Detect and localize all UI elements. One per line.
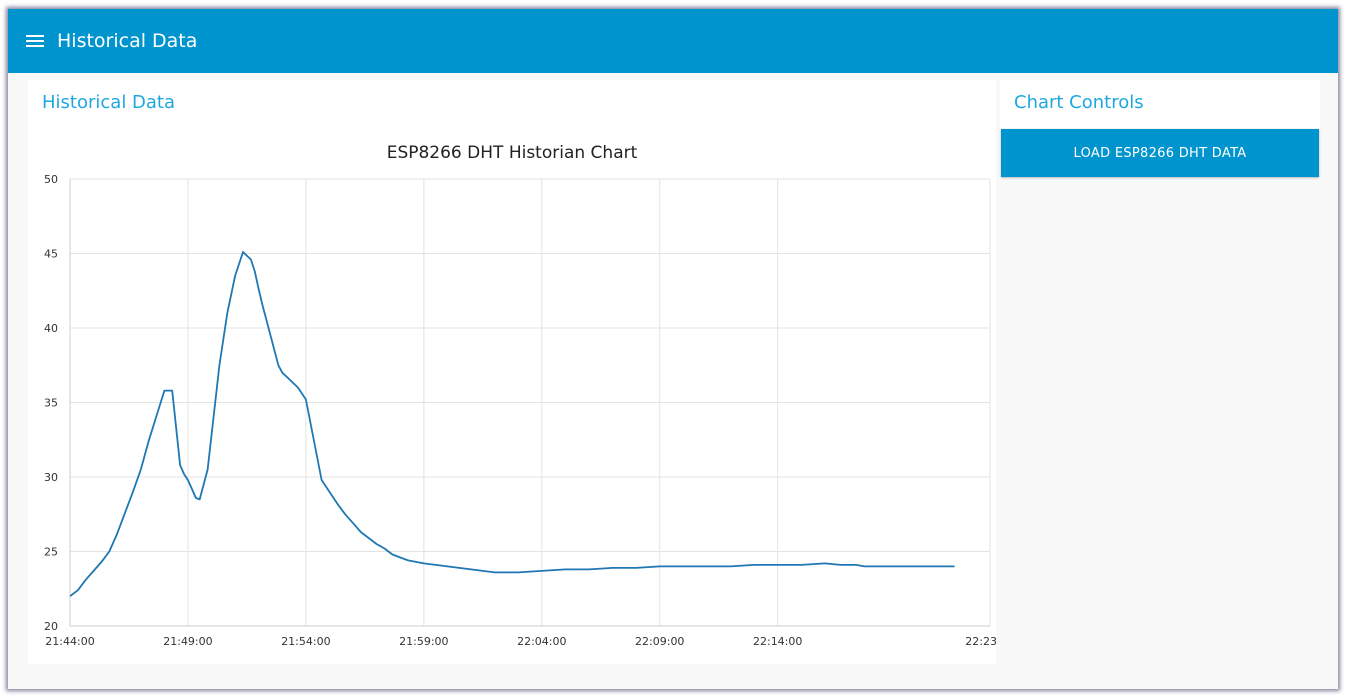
app-window: Historical Data Historical Data ESP8266 …	[8, 9, 1338, 689]
y-tick-label: 45	[44, 248, 58, 261]
x-tick-label: 21:54:00	[281, 635, 330, 648]
load-esp8266-dht-data-button[interactable]: LOAD ESP8266 DHT DATA	[1001, 129, 1319, 177]
y-tick-label: 30	[44, 471, 58, 484]
historical-data-card: Historical Data ESP8266 DHT Historian Ch…	[28, 80, 996, 664]
y-tick-label: 20	[44, 620, 58, 633]
x-tick-label: 21:44:00	[45, 635, 94, 648]
x-tick-label: 21:49:00	[163, 635, 212, 648]
x-tick-label: 22:04:00	[517, 635, 566, 648]
historian-chart: ESP8266 DHT Historian Chart 20 25 30 35 40 45 5…	[44, 143, 996, 648]
x-tick-label: 22:23:00	[965, 635, 996, 648]
chart-controls-card: Chart Controls	[1000, 80, 1320, 128]
page-title: Historical Data	[57, 30, 198, 52]
y-tick-label: 35	[44, 397, 58, 410]
hamburger-menu-icon[interactable]	[26, 34, 44, 48]
x-tick-label: 22:09:00	[635, 635, 684, 648]
top-app-bar: Historical Data	[8, 9, 1338, 73]
historical-card-title: Historical Data	[42, 92, 176, 113]
x-tick-label: 22:14:00	[753, 635, 802, 648]
y-tick-label: 50	[44, 173, 58, 186]
x-tick-label: 21:59:00	[399, 635, 448, 648]
chart-controls-title: Chart Controls	[1014, 92, 1144, 113]
series-line	[69, 251, 955, 597]
y-tick-label: 25	[44, 546, 58, 559]
y-tick-label: 40	[44, 322, 58, 335]
chart-title: ESP8266 DHT Historian Chart	[387, 143, 638, 163]
